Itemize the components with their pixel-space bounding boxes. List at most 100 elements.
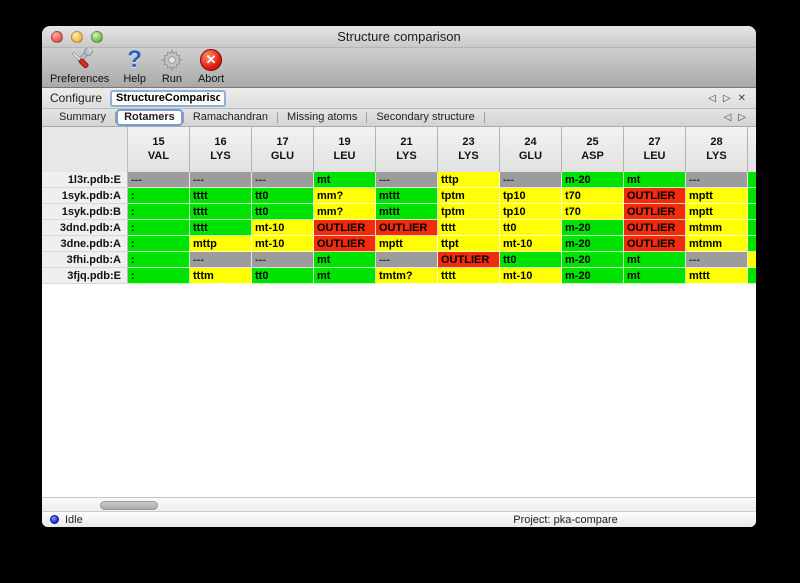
column-header-21[interactable]: 21 LYS [376,127,438,172]
rotamer-cell[interactable]: mttt [376,204,438,220]
rotamer-cell[interactable]: tt0 [252,268,314,284]
rotamer-cell[interactable]: OUTLIER [624,220,686,236]
rotamer-cell[interactable]: mt [314,172,376,188]
rotamer-cell[interactable]: tptm [438,204,500,220]
tab-ramachandran[interactable]: Ramachandran [192,111,269,123]
rotamer-cell[interactable] [748,252,756,268]
rotamer-cell[interactable]: tttt [438,220,500,236]
rotamer-cell[interactable]: tt0 [500,220,562,236]
config-next-icon[interactable]: ▷ [722,92,731,104]
rotamer-cell[interactable] [748,236,756,252]
column-header-17[interactable]: 17 GLU [252,127,314,172]
rotamer-cell[interactable]: tp10 [500,188,562,204]
row-label[interactable]: 3fjq.pdb:E [42,268,128,284]
column-header-27[interactable]: 27 LEU [624,127,686,172]
rotamer-cell[interactable] [748,188,756,204]
row-label[interactable]: 1syk.pdb:A [42,188,128,204]
rotamer-cell[interactable]: : [128,252,190,268]
rotamer-cell[interactable]: tt0 [500,252,562,268]
rotamer-cell[interactable]: mttt [686,268,748,284]
tabs-prev-icon[interactable]: ◁ [723,112,732,123]
rotamer-cell[interactable]: m-20 [562,236,624,252]
zoom-window-button[interactable] [91,30,103,43]
horizontal-scrollbar[interactable] [42,497,756,512]
rotamer-cell[interactable]: tttp [438,172,500,188]
row-label[interactable]: 1l3r.pdb:E [42,172,128,188]
rotamer-cell[interactable]: tttt [190,188,252,204]
rotamer-cell[interactable]: ttpt [438,236,500,252]
rotamer-cell[interactable]: tptm [438,188,500,204]
rotamer-cell[interactable]: m-20 [562,220,624,236]
rotamer-cell[interactable] [748,268,756,284]
tab-rotamers[interactable]: Rotamers [116,109,183,126]
rotamer-cell[interactable]: OUTLIER [624,236,686,252]
tabs-next-icon[interactable]: ▷ [738,112,746,123]
rotamer-cell[interactable]: tttt [190,204,252,220]
config-close-icon[interactable]: ✕ [737,92,746,104]
rotamer-cell[interactable]: m-20 [562,268,624,284]
row-label[interactable]: 3dnd.pdb:A [42,220,128,236]
rotamer-cell[interactable]: mptt [686,204,748,220]
rotamer-cell[interactable]: tt0 [252,204,314,220]
rotamer-cell[interactable]: : [128,220,190,236]
row-label[interactable]: 3dne.pdb:A [42,236,128,252]
column-header-19[interactable]: 19 LEU [314,127,376,172]
rotamer-cell[interactable]: --- [500,172,562,188]
rotamer-cell[interactable]: mt-10 [500,268,562,284]
rotamer-cell[interactable]: --- [190,172,252,188]
column-header-15[interactable]: 15 VAL [128,127,190,172]
rotamer-cell[interactable]: OUTLIER [624,188,686,204]
rotamer-cell[interactable]: --- [190,252,252,268]
rotamer-cell[interactable]: OUTLIER [314,236,376,252]
rotamer-cell[interactable]: t70 [562,188,624,204]
rotamer-cell[interactable]: tttt [190,220,252,236]
rotamer-cell[interactable]: mt [624,268,686,284]
minimize-window-button[interactable] [71,30,83,43]
rotamer-cell[interactable]: tttt [438,268,500,284]
rotamer-cell[interactable]: tttm [190,268,252,284]
rotamer-cell[interactable]: mtmm [686,220,748,236]
rotamer-cell[interactable]: --- [686,172,748,188]
tab-missing-atoms[interactable]: Missing atoms [287,111,358,123]
rotamer-cell[interactable]: --- [376,252,438,268]
rotamer-cell[interactable]: mt-10 [500,236,562,252]
rotamer-cell[interactable]: tt0 [252,188,314,204]
rotamer-cell[interactable]: mt-10 [252,236,314,252]
tab-secondary-structure[interactable]: Secondary structure [376,111,475,123]
rotamer-cell[interactable] [748,220,756,236]
preferences-button[interactable]: Preferences [50,47,109,85]
rotamer-cell[interactable]: OUTLIER [314,220,376,236]
rotamer-cell[interactable]: mm? [314,188,376,204]
rotamer-cell[interactable]: OUTLIER [438,252,500,268]
rotamer-cell[interactable]: m-20 [562,172,624,188]
rotamer-cell[interactable]: mt-10 [252,220,314,236]
rotamer-cell[interactable]: mptt [376,236,438,252]
rotamer-cell[interactable]: OUTLIER [376,220,438,236]
column-header-25[interactable]: 25 ASP [562,127,624,172]
column-header-23[interactable]: 23 LYS [438,127,500,172]
row-label[interactable]: 3fhi.pdb:A [42,252,128,268]
configure-name-input[interactable] [110,89,227,107]
rotamer-cell[interactable]: --- [686,252,748,268]
rotamer-cell[interactable]: --- [252,252,314,268]
rotamer-cell[interactable]: : [128,204,190,220]
rotamer-cell[interactable]: --- [128,172,190,188]
rotamer-cell[interactable]: mptt [686,188,748,204]
rotamer-cell[interactable]: t70 [562,204,624,220]
rotamer-cell[interactable]: OUTLIER [624,204,686,220]
rotamer-cell[interactable]: mt [624,252,686,268]
column-header-24[interactable]: 24 GLU [500,127,562,172]
column-header-16[interactable]: 16 LYS [190,127,252,172]
rotamer-cell[interactable]: mt [314,268,376,284]
rotamer-cell[interactable]: mm? [314,204,376,220]
horizontal-scrollbar-thumb[interactable] [100,501,158,510]
rotamer-cell[interactable]: mt [624,172,686,188]
run-button[interactable]: Run [160,47,184,85]
abort-button[interactable]: ✕ Abort [198,47,224,85]
rotamer-cell[interactable]: m-20 [562,252,624,268]
tab-summary[interactable]: Summary [59,111,107,123]
rotamer-cell[interactable]: : [128,188,190,204]
close-window-button[interactable] [51,30,63,43]
help-button[interactable]: ? Help [123,47,146,86]
rotamer-cell[interactable]: --- [376,172,438,188]
